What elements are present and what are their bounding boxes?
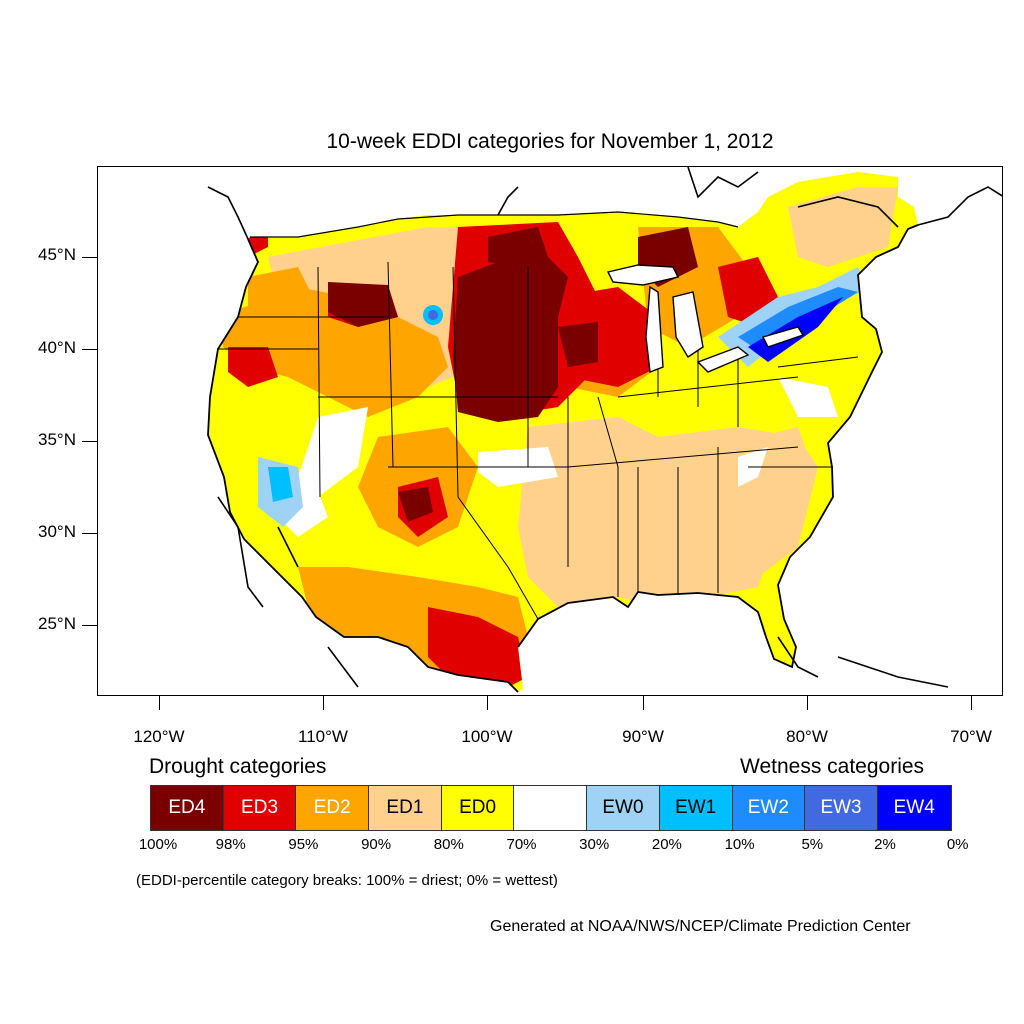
lat-tick-25 [82, 625, 97, 626]
category-fields [208, 172, 918, 692]
credit-line: Generated at NOAA/NWS/NCEP/Climate Predi… [490, 918, 911, 935]
break-label: 80% [433, 836, 464, 853]
lat-label-35: 35°N [38, 430, 76, 449]
lat-tick-35 [82, 441, 97, 442]
break-label: 98% [215, 836, 246, 853]
lat-label-40: 40°N [38, 338, 76, 357]
lon-tick-110 [323, 696, 324, 710]
legend-box-ed1: ED1 [369, 786, 442, 830]
break-label: 5% [801, 836, 824, 853]
legend-box-ew1: EW1 [659, 786, 733, 830]
break-label: 0% [946, 836, 969, 853]
break-label: 20% [651, 836, 682, 853]
break-label: 100% [138, 836, 178, 853]
lon-tick-120 [159, 696, 160, 710]
lon-tick-70 [971, 696, 972, 710]
great-lakes [606, 264, 805, 373]
lon-label-100: 100°W [461, 727, 513, 746]
category-breaks-note: (EDDI-percentile category breaks: 100% =… [136, 872, 558, 889]
break-label: 70% [506, 836, 537, 853]
lon-label-70: 70°W [950, 727, 992, 746]
lat-label-25: 25°N [38, 614, 76, 633]
legend-box-ed2: ED2 [296, 786, 370, 830]
map-frame [97, 166, 1003, 696]
legend-box-ew4: EW4 [877, 786, 951, 830]
lon-tick-90 [643, 696, 644, 710]
state-borders [207, 211, 919, 693]
lat-tick-40 [82, 349, 97, 350]
lon-tick-100 [487, 696, 488, 710]
legend-box-near-normal [514, 786, 588, 830]
lon-label-80: 80°W [786, 727, 828, 746]
lon-label-90: 90°W [622, 727, 664, 746]
break-label: 30% [579, 836, 610, 853]
drought-categories-heading: Drought categories [149, 755, 327, 778]
legend-box-ed4: ED4 [151, 786, 224, 830]
lat-tick-30 [82, 533, 97, 534]
map-title: 10-week EDDI categories for November 1, … [326, 130, 774, 153]
legend-box-ew2: EW2 [732, 786, 806, 830]
legend-box-ew3: EW3 [805, 786, 878, 830]
break-label: 95% [288, 836, 319, 853]
canada-mexico-coastlines [207, 167, 1002, 688]
wetness-categories-heading: Wetness categories [740, 755, 925, 778]
legend-box-ed3: ED3 [223, 786, 297, 830]
legend-box-ed0: ED0 [441, 786, 515, 830]
break-label: 10% [724, 836, 755, 853]
break-label: 2% [874, 836, 896, 853]
lon-label-110: 110°W [298, 727, 348, 746]
lat-label-30: 30°N [38, 522, 76, 541]
lon-tick-80 [807, 696, 808, 710]
eddi-map [207, 167, 1002, 693]
category-legend: ED4 ED3 ED2 ED1 ED0 EW0 EW1 EW2 EW3 EW4 [150, 785, 952, 831]
lon-label-120: 120°W [133, 727, 185, 746]
break-label: 90% [361, 836, 392, 853]
lat-tick-45 [82, 257, 97, 258]
lat-label-45: 45°N [38, 245, 76, 264]
legend-box-ew0: EW0 [587, 786, 660, 830]
